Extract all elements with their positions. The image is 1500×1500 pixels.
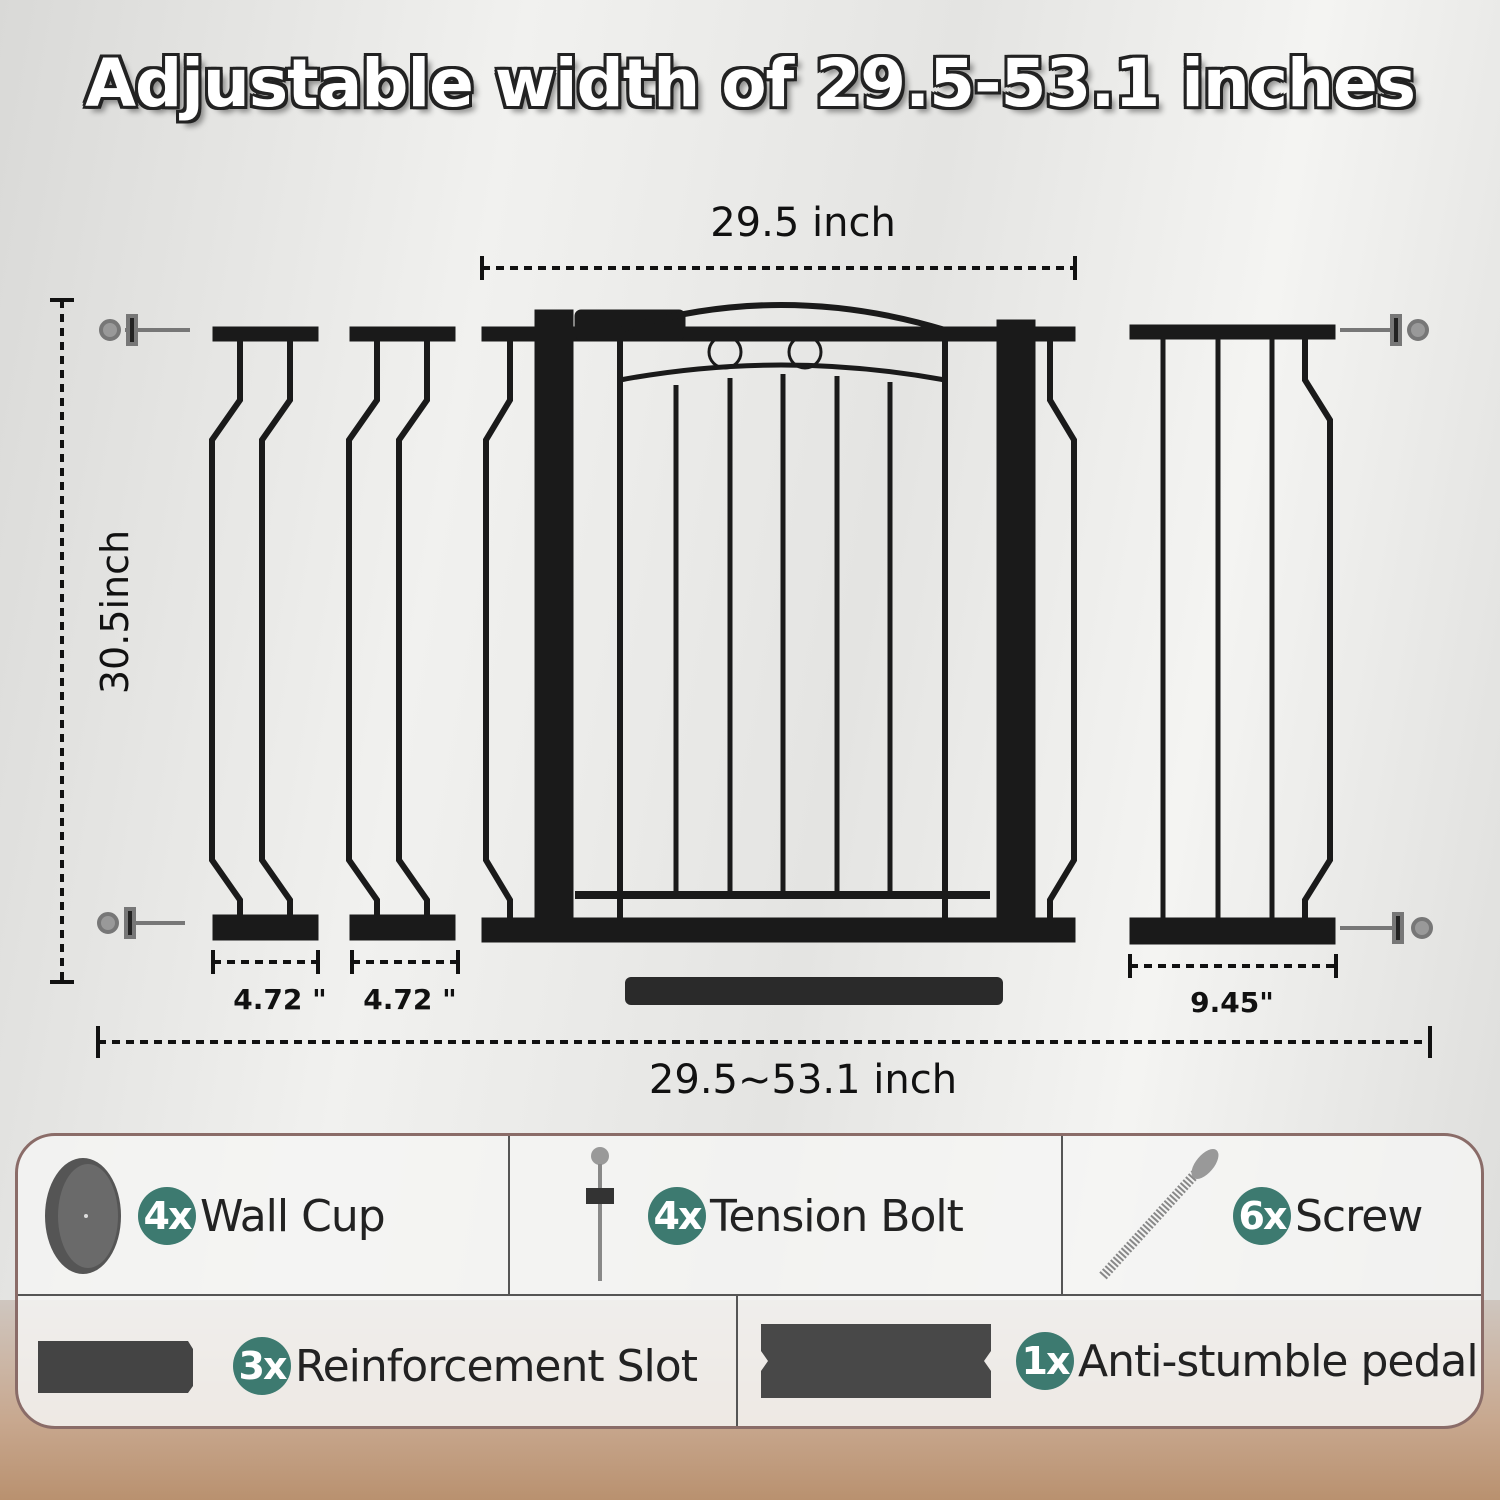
part-wall-cup: 4x Wall Cup [38, 1146, 386, 1286]
part-label: Anti-stumble pedal [1078, 1335, 1479, 1387]
tension-bolts [97, 314, 1433, 944]
part-count-badge: 1x [1016, 1332, 1074, 1390]
part-reinforcement-slot: 3x Reinforcement Slot [33, 1311, 698, 1421]
gate-width-label: 29.5 inch [710, 200, 896, 246]
tension-bolt-icon [586, 1147, 614, 1281]
part-label: Reinforcement Slot [295, 1340, 698, 1392]
reinforcement-slot-icon [38, 1341, 193, 1393]
part-count-badge: 3x [233, 1337, 291, 1395]
part-count-badge: 4x [138, 1187, 196, 1245]
main-gate [481, 302, 1077, 943]
height-label: 30.5inch [93, 529, 137, 695]
total-range-label: 29.5~53.1 inch [648, 1057, 958, 1103]
extension-4.72-middle [346, 326, 456, 941]
extension-4.72-left [209, 326, 319, 941]
part-label: Wall Cup [200, 1190, 386, 1242]
anti-stumble-pedal [625, 977, 1003, 1005]
part-screw: 6x Screw [1083, 1141, 1423, 1291]
ext1-width-label: 4.72 " [233, 983, 327, 1016]
page-title: Adjustable width of 29.5-53.1 inches [84, 45, 1416, 122]
part-label: Tension Bolt [710, 1190, 964, 1242]
parts-list: 4x Wall Cup 4x Tension Bolt 6x Screw 3x … [15, 1133, 1484, 1429]
pedal-icon [761, 1324, 991, 1398]
screw-icon [1099, 1149, 1219, 1280]
part-anti-stumble-pedal: 1x Anti-stumble pedal [756, 1306, 1479, 1416]
part-count-badge: 4x [648, 1187, 706, 1245]
wall-cup-icon [45, 1158, 121, 1274]
ext3-width-label: 9.45" [1190, 986, 1274, 1019]
part-tension-bolt: 4x Tension Bolt [568, 1141, 964, 1291]
part-label: Screw [1295, 1190, 1423, 1242]
ext2-width-label: 4.72 " [363, 983, 457, 1016]
part-count-badge: 6x [1233, 1187, 1291, 1245]
extension-9.45-right [1129, 324, 1336, 945]
